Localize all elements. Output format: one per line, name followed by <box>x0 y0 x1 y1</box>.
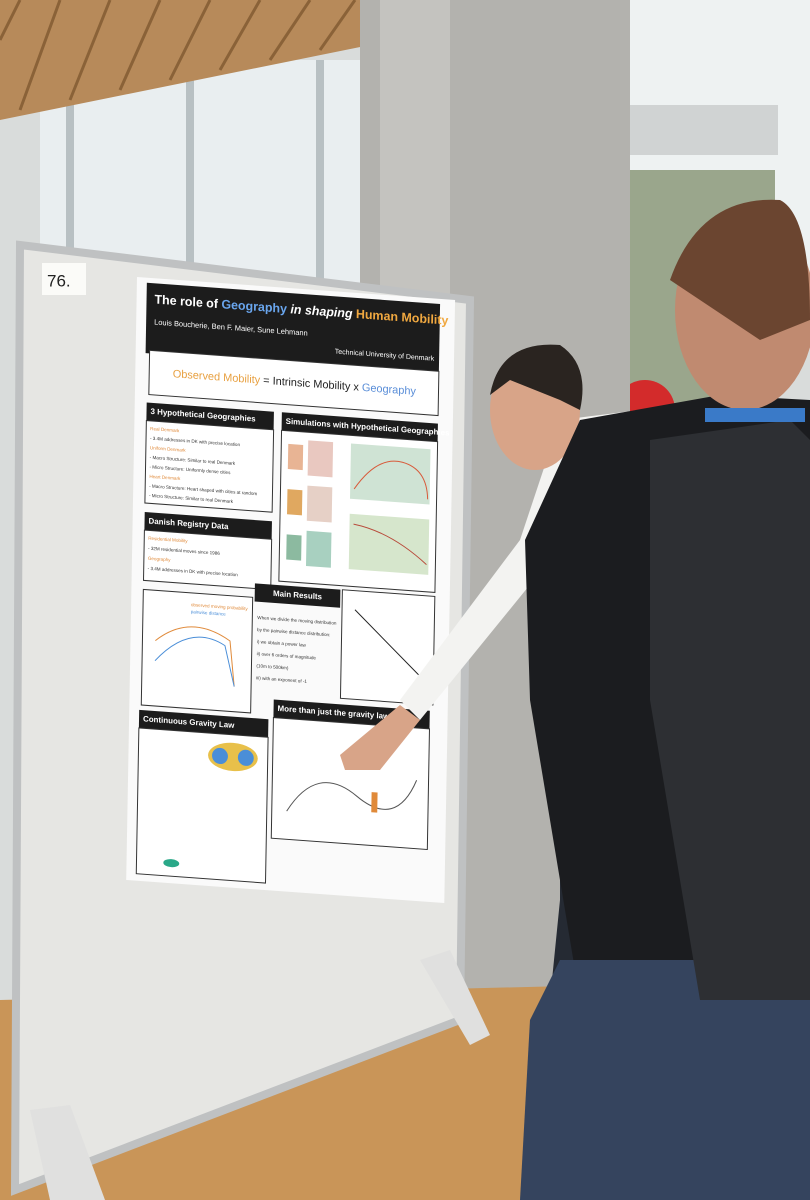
plot-curve <box>353 460 429 500</box>
gravity-figure <box>237 749 254 766</box>
body-text: iii) with an exponent of -1 <box>256 675 307 684</box>
map-thumbnails <box>286 440 334 568</box>
title-part: Human Mobility <box>356 307 449 328</box>
title-part: in shaping <box>287 302 356 321</box>
window-frames <box>66 60 324 280</box>
section-header <box>144 512 272 540</box>
hand <box>340 705 420 770</box>
legend-entry: observed moving probability <box>191 602 249 611</box>
body-text: - 32M residential moves since 1986 <box>148 546 220 556</box>
window-latch <box>628 105 778 155</box>
backpack <box>650 420 810 1000</box>
equation-part: Geography <box>362 382 417 398</box>
plot-curve <box>154 636 235 687</box>
body-text: - Micro Structure: Similar to real Denma… <box>149 493 234 504</box>
gravity-figure <box>212 747 228 765</box>
section-header <box>254 583 341 608</box>
body-text: When we divide the moving distribution <box>257 615 337 626</box>
person-visitor <box>520 199 810 1200</box>
equation-box <box>148 349 440 417</box>
title-part: Geography <box>221 298 287 317</box>
hair <box>670 199 810 340</box>
subheading: Geography <box>148 556 171 563</box>
title-part: The role of <box>154 293 221 312</box>
section-heading: Main Results <box>273 589 323 602</box>
plot-box <box>140 588 254 714</box>
body-text: i) we obtain a power law <box>257 639 307 648</box>
legend-entry: pairwise distance <box>191 609 227 617</box>
section-box <box>144 420 275 513</box>
section-text: When we divide the moving distributionby… <box>256 615 337 684</box>
section-header <box>138 709 269 738</box>
body-text: - 3.4M addresses in DK with precise loca… <box>148 566 239 578</box>
board-foot <box>420 950 490 1045</box>
body-text: - Macro Structure: Similar to real Denma… <box>150 455 236 466</box>
plot-curve <box>353 523 427 566</box>
board-number-label <box>42 263 86 295</box>
ceiling-lines <box>0 0 357 111</box>
section-box <box>143 529 273 591</box>
plot-bar <box>371 792 378 813</box>
jeans <box>520 960 810 1200</box>
title-bar <box>145 282 441 375</box>
body-text: (10m to 500km) <box>256 663 289 670</box>
body-text: - 3.4M addresses in DK with precise loca… <box>150 436 241 448</box>
ceiling-slats <box>0 0 370 120</box>
plot-curve <box>155 626 235 687</box>
section-header <box>281 412 438 442</box>
plot-thumbnail <box>350 443 431 505</box>
board-foot <box>30 1105 105 1200</box>
section-header <box>146 402 274 430</box>
lanyard <box>705 408 805 422</box>
body-text: ii) over 6 orders of magnitude <box>257 651 317 660</box>
body-text: - Micro Structure: Uniformly dense citie… <box>149 464 231 475</box>
plot-curve <box>286 780 418 812</box>
section-text: Residential Mobility - 32M residential mo… <box>148 536 239 578</box>
hair <box>490 344 583 410</box>
board-number: 76. <box>47 271 71 290</box>
subheading: Heart Denmark <box>149 474 181 481</box>
subheading: Real Denmark <box>150 426 180 433</box>
poster: The role of Geography in shaping Human M… <box>126 277 456 904</box>
gravity-figure <box>163 859 180 868</box>
body-text: by the pairwise distance distribution: <box>257 627 330 637</box>
subheading: Residential Mobility <box>148 536 188 544</box>
subheading: Uniform Denmark <box>150 445 187 453</box>
plot-thumbnail <box>348 513 430 575</box>
power-law-line <box>354 609 419 676</box>
poster-title: The role of Geography in shaping Human M… <box>154 293 448 328</box>
